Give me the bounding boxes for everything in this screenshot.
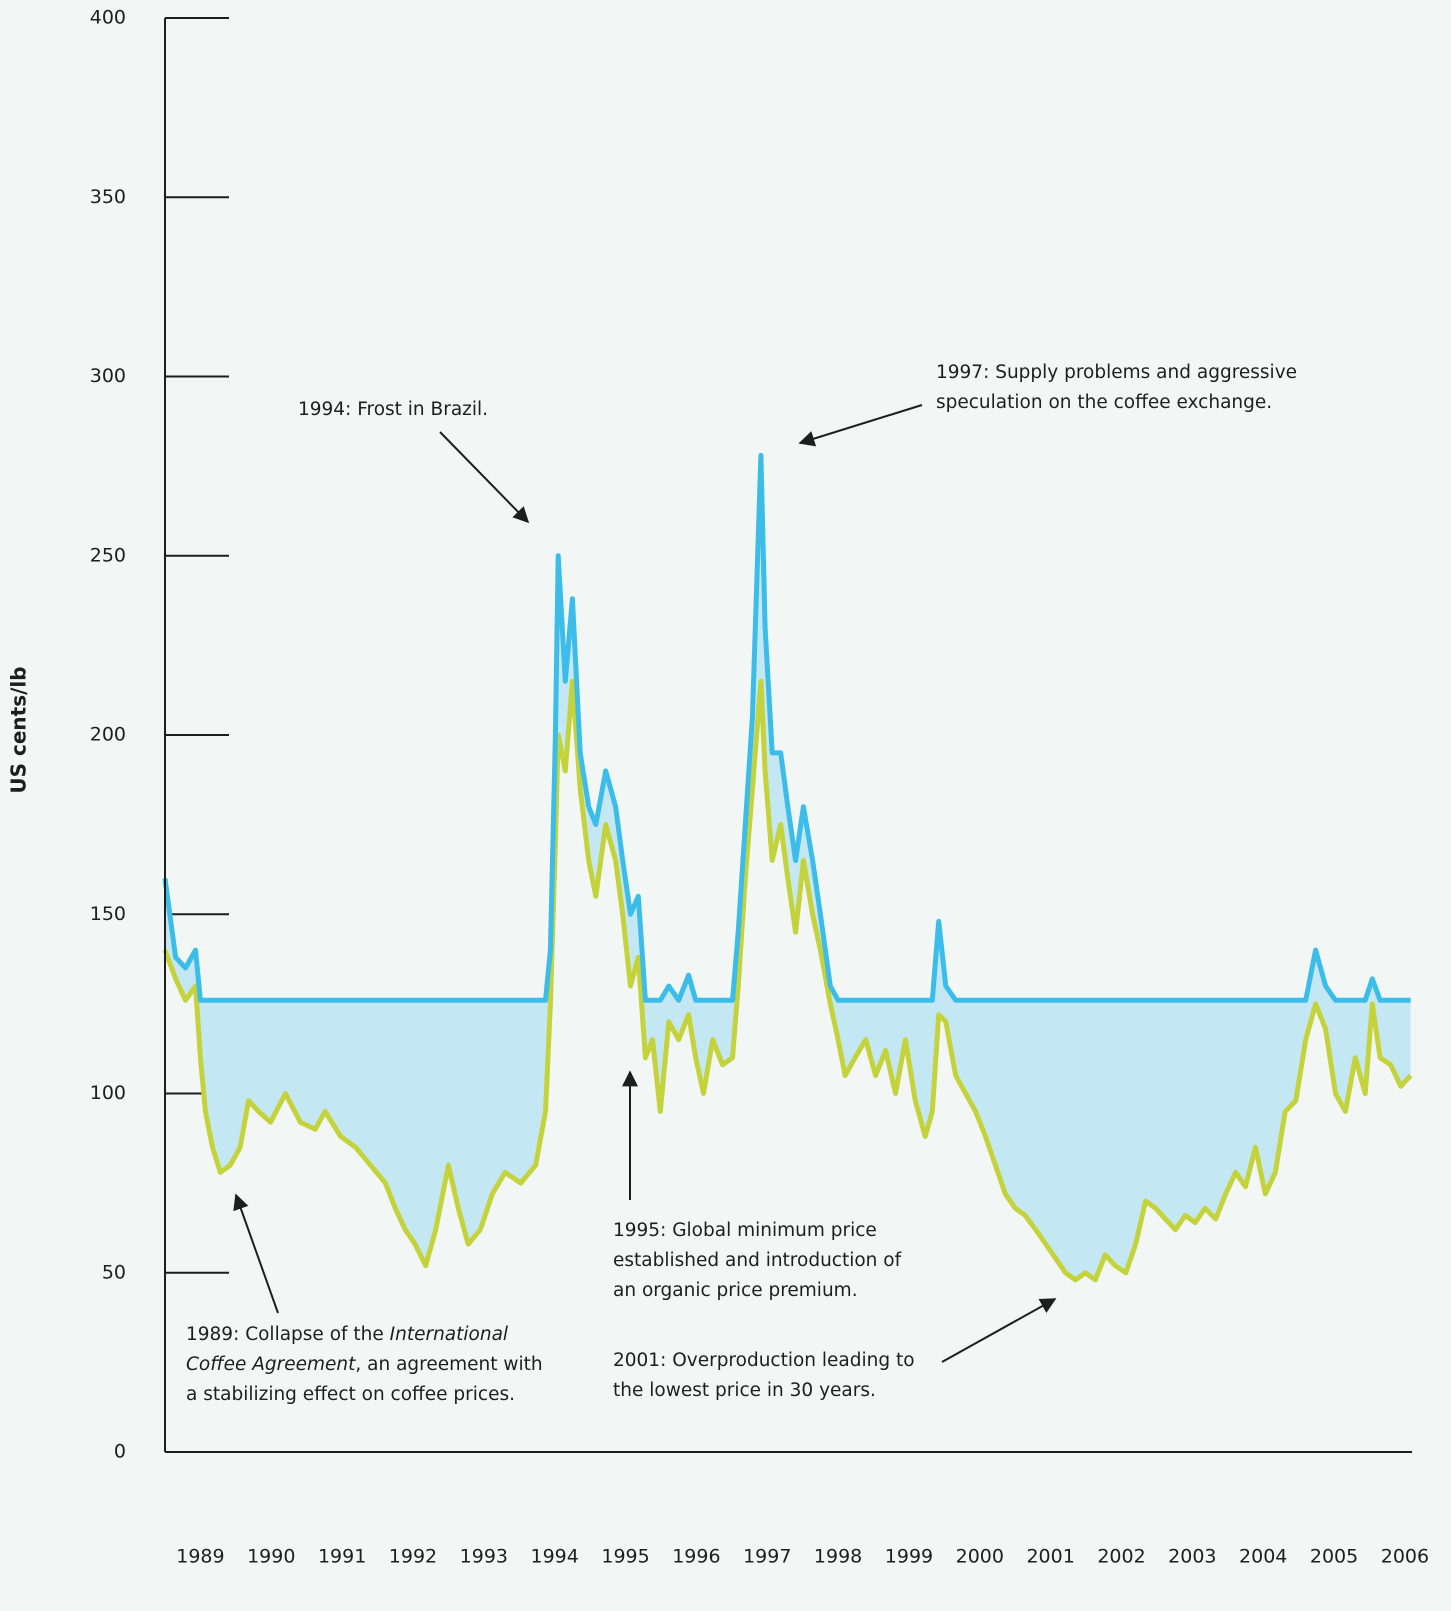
- x-tick-label: 1994: [531, 1546, 579, 1568]
- x-tick-label: 2001: [1026, 1546, 1074, 1568]
- x-tick-label: 2005: [1310, 1546, 1358, 1568]
- annotation: 1995: Global minimum price: [613, 1220, 877, 1241]
- x-tick-label: 2006: [1381, 1546, 1429, 1568]
- annotation: 1994: Frost in Brazil.: [298, 399, 488, 420]
- x-tick-label: 1999: [885, 1546, 933, 1568]
- annotation-part: established and introduction of: [613, 1250, 902, 1271]
- y-tick-label: 350: [90, 186, 126, 208]
- price-line: [162, 678, 1413, 1283]
- arrow: [798, 404, 923, 447]
- x-tick-label: 2004: [1239, 1546, 1287, 1568]
- y-tick-label: 50: [102, 1261, 126, 1283]
- x-tick-label: 1995: [601, 1546, 649, 1568]
- y-tick-label: 300: [90, 365, 126, 387]
- price-line: [162, 452, 1411, 1003]
- arrow: [233, 1193, 279, 1314]
- annotation-part: a stabilizing effect on coffee prices.: [186, 1384, 515, 1405]
- annotation-part: 1997: Supply problems and aggressive: [936, 362, 1297, 383]
- x-tick-label: 2003: [1168, 1546, 1216, 1568]
- annotation: the lowest price in 30 years.: [613, 1380, 876, 1401]
- x-tick-label: 1993: [460, 1546, 508, 1568]
- arrows: [233, 404, 1057, 1363]
- y-tick-label: 250: [90, 544, 126, 566]
- x-tick-label: 1998: [814, 1546, 862, 1568]
- x-tick-label: 1992: [389, 1546, 437, 1568]
- y-tick-label: 100: [90, 1082, 126, 1104]
- annotation: Coffee Agreement, an agreement with: [186, 1354, 543, 1375]
- y-tick-label: 200: [90, 724, 126, 746]
- annotation-part: Coffee Agreement: [186, 1354, 356, 1375]
- x-tick-label: 2002: [1097, 1546, 1145, 1568]
- annotation-part: an organic price premium.: [613, 1280, 858, 1301]
- arrow: [941, 1298, 1057, 1363]
- x-tick-label: 2000: [956, 1546, 1004, 1568]
- annotation: speculation on the coffee exchange.: [936, 392, 1272, 413]
- x-tick-label: 1997: [743, 1546, 791, 1568]
- y-tick-label: 150: [90, 903, 126, 925]
- y-tick-label: 0: [114, 1441, 126, 1463]
- annotation-part: International: [390, 1324, 509, 1345]
- arrow: [439, 431, 530, 524]
- annotation-part: speculation on the coffee exchange.: [936, 392, 1272, 413]
- annotation-part: , an agreement with: [355, 1354, 542, 1375]
- annotation: an organic price premium.: [613, 1280, 858, 1301]
- annotation: 1997: Supply problems and aggressive: [936, 362, 1297, 383]
- x-tick-label: 1991: [318, 1546, 366, 1568]
- y-axis-label: US cents/lb: [7, 666, 31, 793]
- annotation-part: 1995: Global minimum price: [613, 1220, 877, 1241]
- annotation: a stabilizing effect on coffee prices.: [186, 1384, 515, 1405]
- annotation-part: the lowest price in 30 years.: [613, 1380, 876, 1401]
- annotation-part: 2001: Overproduction leading to: [613, 1350, 915, 1371]
- annotation: established and introduction of: [613, 1250, 902, 1271]
- y-tick-label: 400: [90, 7, 126, 29]
- annotation: 1989: Collapse of the International: [186, 1324, 509, 1345]
- x-tick-label: 1989: [176, 1546, 224, 1568]
- x-tick-label: 1990: [247, 1546, 295, 1568]
- annotation: 2001: Overproduction leading to: [613, 1350, 915, 1371]
- annotation-part: 1994: Frost in Brazil.: [298, 399, 488, 420]
- x-tick-label: 1996: [672, 1546, 720, 1568]
- annotation-part: 1989: Collapse of the: [186, 1324, 390, 1345]
